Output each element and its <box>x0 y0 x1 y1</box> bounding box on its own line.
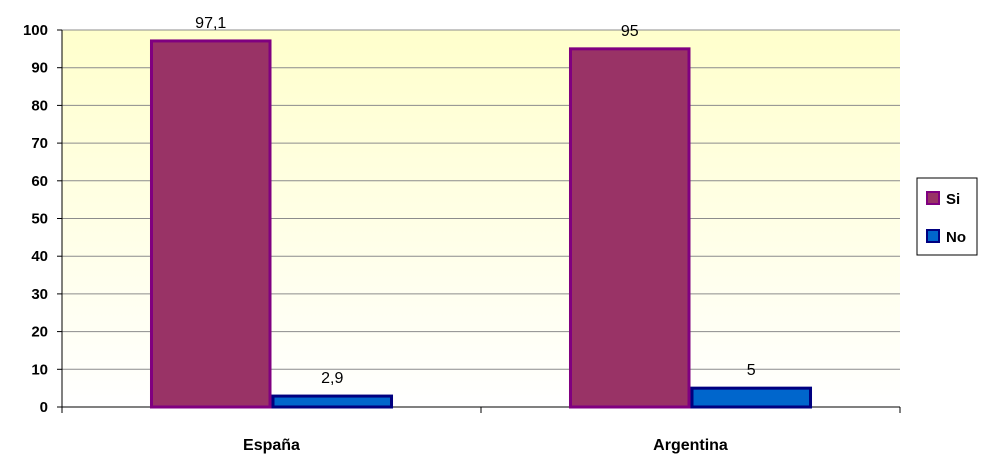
bar-si <box>568 47 691 409</box>
data-label: 5 <box>747 362 756 379</box>
y-tick-label: 30 <box>31 286 48 303</box>
bar-no <box>690 386 813 409</box>
legend-label: Si <box>946 191 960 208</box>
legend[interactable]: Si No <box>916 177 978 256</box>
category-label: Argentina <box>653 437 728 454</box>
data-labels: 97,1 2,9 95 5 <box>195 15 756 387</box>
y-tick-label: 50 <box>31 211 48 228</box>
bar-no <box>271 394 394 409</box>
y-axis-ticks: 0 10 20 30 40 50 60 70 80 90 100 <box>23 22 62 416</box>
data-label: 97,1 <box>195 15 226 32</box>
legend-label: No <box>946 229 966 246</box>
y-tick-label: 70 <box>31 135 48 152</box>
data-label: 95 <box>621 23 639 40</box>
y-tick-label: 90 <box>31 60 48 77</box>
legend-swatch <box>926 229 940 243</box>
y-tick-label: 0 <box>40 399 48 416</box>
y-tick-label: 40 <box>31 248 48 265</box>
category-label: España <box>243 437 300 454</box>
data-label: 2,9 <box>321 370 343 387</box>
y-tick-label: 60 <box>31 173 48 190</box>
legend-swatch <box>926 191 940 205</box>
y-tick-label: 80 <box>31 97 48 114</box>
bar-si <box>149 39 272 409</box>
bars <box>149 39 813 409</box>
y-tick-label: 10 <box>31 361 48 378</box>
y-tick-label: 100 <box>23 22 48 39</box>
y-tick-label: 20 <box>31 324 48 341</box>
